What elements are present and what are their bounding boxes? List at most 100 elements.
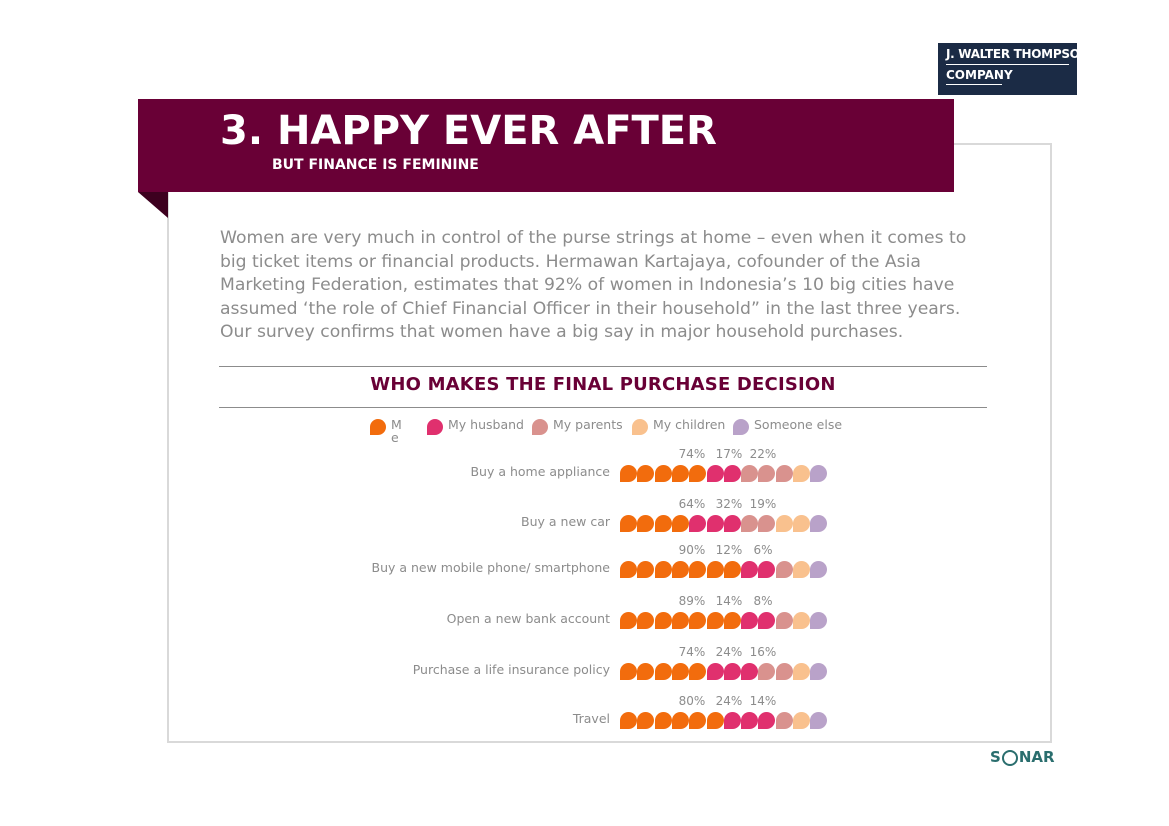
value-label-r2-s2: 6%: [753, 543, 773, 557]
drop-icon-r0-s0-2: [654, 465, 672, 482]
value-label-r2-s0: 90%: [678, 543, 706, 557]
drop-icon-r3-s0-2: [654, 612, 672, 629]
row-label-1: Buy a new car: [521, 514, 610, 529]
drop-icon-r3-s0-5: [706, 612, 724, 629]
drop-icon-r5-s0-0: [620, 712, 637, 729]
drop-icon-r4-s1-0: [706, 663, 724, 680]
drop-icon-r5-s1-1: [741, 712, 759, 729]
drop-icon-r5-s0-1: [637, 712, 655, 729]
legend-label-0-1: e: [391, 430, 399, 445]
drop-icon-r5-s2-0: [775, 712, 793, 729]
logo-rule: [946, 64, 1069, 65]
drop-icon-r5-s4-0: [810, 712, 828, 729]
drop-icon-r0-s4-0: [810, 465, 828, 482]
value-label-r4-s0: 74%: [678, 645, 706, 659]
drop-icon-r1-s3-1: [793, 515, 810, 532]
drop-icon-r0-s0-3: [671, 465, 689, 482]
drop-icon-r4-s4-0: [810, 663, 828, 680]
logo-line-1: J. WALTER THOMPSON: [946, 47, 1090, 61]
drop-icon-r1-s2-0: [741, 515, 759, 532]
drop-icon-r0-s1-1: [723, 465, 741, 482]
drop-icon-r4-s0-1: [637, 663, 655, 680]
value-label-r4-s2: 16%: [749, 645, 777, 659]
value-label-r5-s2: 14%: [749, 694, 777, 708]
drop-icon-r3-s0-0: [620, 612, 637, 629]
drop-icon-r0-s0-1: [637, 465, 655, 482]
legend-swatch-0: [370, 419, 386, 435]
drop-icon-r1-s2-1: [758, 515, 776, 532]
drop-icon-r2-s0-3: [671, 561, 689, 578]
value-label-r1-s1: 32%: [715, 497, 743, 511]
drop-icon-r4-s2-1: [775, 663, 793, 680]
drop-icon-r2-s0-2: [654, 561, 672, 578]
drop-icon-r3-s1-0: [741, 612, 759, 629]
drop-icon-r3-s0-6: [723, 612, 741, 629]
drop-icon-r3-s0-3: [671, 612, 689, 629]
drop-icon-r2-s1-1: [758, 561, 776, 578]
drop-icon-r4-s0-0: [620, 663, 637, 680]
row-label-0: Buy a home appliance: [470, 464, 610, 479]
value-label-r5-s0: 80%: [678, 694, 706, 708]
row-label-3: Open a new bank account: [446, 611, 610, 626]
drop-icon-r0-s2-0: [741, 465, 759, 482]
legend-swatch-2: [532, 419, 548, 435]
jwt-logo: J. WALTER THOMPSON COMPANY: [938, 43, 1090, 95]
drop-icon-r1-s0-1: [637, 515, 655, 532]
drop-icon-r5-s1-2: [758, 712, 776, 729]
drop-icon-r0-s0-0: [620, 465, 637, 482]
value-label-r1-s0: 64%: [678, 497, 706, 511]
value-label-r1-s2: 19%: [749, 497, 777, 511]
drop-icon-r0-s2-1: [758, 465, 776, 482]
chart-bottom-divider: [219, 407, 987, 408]
drop-icon-r5-s0-5: [706, 712, 724, 729]
row-label-5: Travel: [572, 711, 610, 726]
sonar-logo-right: NAR: [1018, 748, 1055, 766]
page-title: 3. HAPPY EVER AFTER: [220, 108, 717, 154]
drop-icon-r2-s2-0: [775, 561, 793, 578]
chart-title: WHO MAKES THE FINAL PURCHASE DECISION: [370, 374, 836, 395]
value-label-r0-s1: 17%: [715, 447, 743, 461]
drop-icon-r0-s1-0: [706, 465, 724, 482]
drop-icon-r4-s2-0: [758, 663, 776, 680]
sonar-logo-circle: [1001, 750, 1018, 766]
drop-icon-r1-s1-0: [689, 515, 707, 532]
drop-icon-r1-s1-2: [723, 515, 741, 532]
drop-icon-r3-s2-0: [775, 612, 793, 629]
drop-icon-r5-s3-0: [793, 712, 810, 729]
value-label-r4-s1: 24%: [715, 645, 743, 659]
logo-line-2: COMPANY: [946, 68, 1013, 82]
value-label-r0-s2: 22%: [749, 447, 777, 461]
legend-swatch-4: [733, 419, 749, 435]
legend-swatch-1: [427, 419, 443, 435]
banner-fold: [138, 192, 168, 218]
drop-icon-r4-s0-2: [654, 663, 672, 680]
drop-icon-r2-s4-0: [810, 561, 828, 578]
drop-icon-r3-s0-4: [689, 612, 707, 629]
title-banner: [138, 99, 954, 192]
page-subtitle: BUT FINANCE IS FEMININE: [272, 157, 479, 173]
legend-label-2-0: My parents: [553, 417, 623, 432]
value-label-r3-s0: 89%: [678, 594, 706, 608]
value-label-r3-s2: 8%: [753, 594, 773, 608]
sonar-logo: S NAR: [990, 748, 1055, 766]
drop-icon-r1-s0-2: [654, 515, 672, 532]
drop-icon-r5-s0-3: [671, 712, 689, 729]
drop-icon-r1-s1-1: [706, 515, 724, 532]
drop-icon-r1-s4-0: [810, 515, 828, 532]
drop-icon-r3-s1-1: [758, 612, 776, 629]
drop-icon-r2-s0-1: [637, 561, 655, 578]
drop-icon-r2-s1-0: [741, 561, 759, 578]
drop-icon-r5-s1-0: [723, 712, 741, 729]
drop-icon-r4-s0-4: [689, 663, 707, 680]
row-label-2: Buy a new mobile phone/ smartphone: [371, 560, 611, 575]
drop-icon-r3-s0-1: [637, 612, 655, 629]
drop-icon-r4-s1-2: [741, 663, 759, 680]
drop-icon-r2-s0-0: [620, 561, 637, 578]
drop-icon-r2-s0-6: [723, 561, 741, 578]
drop-icon-r1-s0-3: [671, 515, 689, 532]
drop-icon-r5-s0-2: [654, 712, 672, 729]
value-label-r5-s1: 24%: [715, 694, 743, 708]
legend-label-0-0: M: [391, 417, 402, 432]
value-label-r2-s1: 12%: [715, 543, 743, 557]
drop-icon-r3-s4-0: [810, 612, 828, 629]
